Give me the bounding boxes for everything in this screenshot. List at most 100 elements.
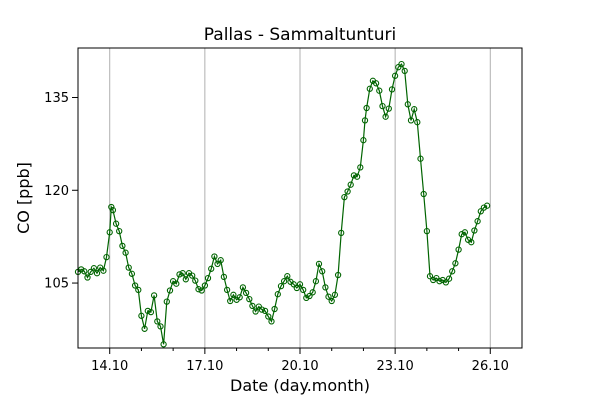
- data-point: [103, 253, 110, 261]
- data-point: [417, 155, 424, 162]
- data-point: [363, 104, 370, 112]
- data-point: [423, 227, 431, 235]
- data-point: [411, 106, 418, 113]
- y-tick-label: 105: [44, 277, 69, 292]
- data-point: [398, 60, 405, 68]
- data-point: [87, 268, 94, 276]
- data-point: [182, 276, 189, 283]
- data-point: [166, 287, 174, 294]
- data-point: [284, 273, 291, 280]
- data-point: [277, 282, 285, 290]
- y-axis-label: CO [ppb]: [14, 162, 33, 234]
- data-point: [341, 193, 348, 201]
- data-point: [147, 308, 155, 316]
- data-point: [334, 271, 342, 279]
- data-point: [468, 239, 475, 246]
- data-point: [84, 274, 91, 281]
- data-point: [204, 274, 212, 282]
- data-point: [426, 273, 434, 280]
- data-point: [319, 268, 326, 275]
- data-point: [160, 341, 167, 348]
- data-point: [391, 72, 399, 79]
- y-axis-ticks: 105 120 135: [44, 91, 78, 292]
- x-axis-label: Date (day.month): [230, 376, 370, 395]
- data-point: [372, 80, 380, 87]
- data-point: [246, 295, 253, 303]
- data-point: [239, 284, 247, 291]
- data-point: [252, 308, 259, 315]
- data-point: [268, 318, 275, 325]
- data-point: [223, 286, 231, 294]
- x-tick-label: 17.10: [186, 359, 223, 374]
- data-point: [217, 257, 224, 264]
- data-point: [430, 276, 437, 284]
- y-tick-label: 135: [44, 91, 69, 106]
- data-point: [407, 117, 415, 124]
- data-point: [296, 281, 304, 288]
- x-axis-ticks: 14.10 17.10 20.10 23.10 26.10: [91, 348, 509, 374]
- data-point: [382, 113, 389, 120]
- plot-series: [74, 60, 491, 348]
- data-point: [480, 204, 488, 211]
- data-point: [401, 67, 408, 75]
- data-point: [100, 267, 107, 274]
- data-point: [119, 242, 126, 250]
- data-point: [353, 173, 361, 180]
- data-point: [220, 273, 228, 281]
- data-point: [138, 312, 145, 319]
- data-point: [201, 282, 209, 289]
- data-point: [306, 292, 313, 300]
- data-point: [328, 297, 335, 305]
- data-point: [116, 227, 123, 235]
- data-point: [108, 203, 115, 211]
- data-point: [163, 298, 170, 305]
- data-point: [208, 265, 215, 272]
- data-point: [357, 164, 364, 171]
- data-point: [128, 270, 136, 277]
- data-point: [474, 218, 481, 225]
- data-point: [195, 286, 202, 293]
- data-point: [404, 101, 411, 108]
- data-point: [477, 208, 484, 215]
- data-point: [198, 287, 205, 294]
- data-point: [261, 307, 269, 315]
- data-point: [325, 293, 332, 300]
- data-point: [420, 190, 427, 198]
- data-point: [230, 291, 237, 298]
- data-point: [109, 206, 117, 214]
- data-point: [379, 102, 386, 110]
- data-point: [265, 313, 272, 320]
- data-point: [338, 229, 345, 237]
- data-point: [350, 172, 358, 179]
- data-point: [125, 264, 132, 271]
- chart-title: Pallas - Sammaltunturi: [204, 25, 396, 45]
- data-point: [90, 265, 98, 272]
- data-point: [78, 266, 85, 273]
- x-tick-label: 20.10: [281, 359, 318, 374]
- data-point: [458, 231, 465, 238]
- data-point: [312, 278, 320, 285]
- data-point: [274, 291, 281, 298]
- data-point: [414, 119, 421, 126]
- data-point: [122, 249, 129, 256]
- data-point: [322, 284, 329, 291]
- data-point: [144, 307, 151, 315]
- data-point: [154, 318, 161, 325]
- data-point: [271, 305, 278, 313]
- data-point: [309, 289, 316, 296]
- data-point: [315, 260, 323, 268]
- data-point: [388, 86, 396, 93]
- data-point: [258, 306, 266, 313]
- x-tick-label: 14.10: [91, 359, 128, 374]
- data-point: [471, 227, 478, 234]
- data-point: [290, 281, 297, 288]
- data-point: [242, 289, 250, 297]
- data-point: [112, 220, 120, 227]
- data-point: [452, 260, 459, 267]
- data-point: [141, 325, 148, 332]
- data-point: [189, 272, 196, 279]
- data-point: [376, 87, 383, 94]
- data-point: [395, 64, 402, 71]
- data-point: [214, 260, 221, 268]
- data-point: [192, 277, 199, 284]
